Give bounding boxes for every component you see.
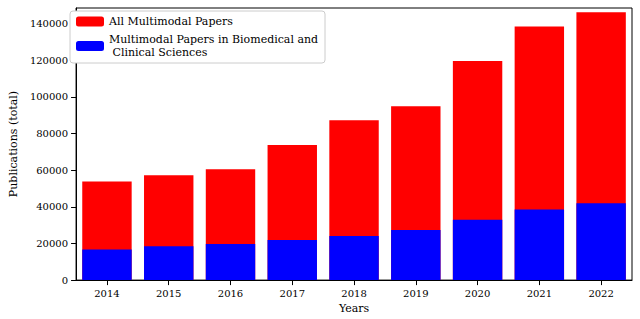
svg-text:Clinical Sciences: Clinical Sciences	[109, 46, 208, 59]
svg-text:2022: 2022	[588, 288, 613, 299]
svg-text:2019: 2019	[403, 288, 428, 299]
svg-text:2021: 2021	[527, 288, 552, 299]
svg-text:60000: 60000	[36, 165, 68, 176]
svg-text:Multimodal Papers in Biomedica: Multimodal Papers in Biomedical and	[109, 33, 318, 46]
svg-text:100000: 100000	[30, 91, 68, 102]
svg-text:2016: 2016	[218, 288, 243, 299]
svg-text:2020: 2020	[465, 288, 490, 299]
svg-text:80000: 80000	[36, 128, 68, 139]
svg-text:0: 0	[62, 275, 68, 286]
svg-text:Years: Years	[338, 302, 370, 315]
svg-text:20000: 20000	[36, 238, 68, 249]
svg-text:2017: 2017	[280, 288, 305, 299]
svg-text:All Multimodal Papers: All Multimodal Papers	[108, 15, 233, 28]
svg-text:40000: 40000	[36, 201, 68, 212]
svg-text:2015: 2015	[156, 288, 181, 299]
svg-text:Publications (total): Publications (total)	[7, 91, 20, 197]
svg-text:140000: 140000	[30, 18, 68, 29]
svg-text:120000: 120000	[30, 55, 68, 66]
svg-text:2014: 2014	[94, 288, 119, 299]
svg-text:2018: 2018	[341, 288, 366, 299]
